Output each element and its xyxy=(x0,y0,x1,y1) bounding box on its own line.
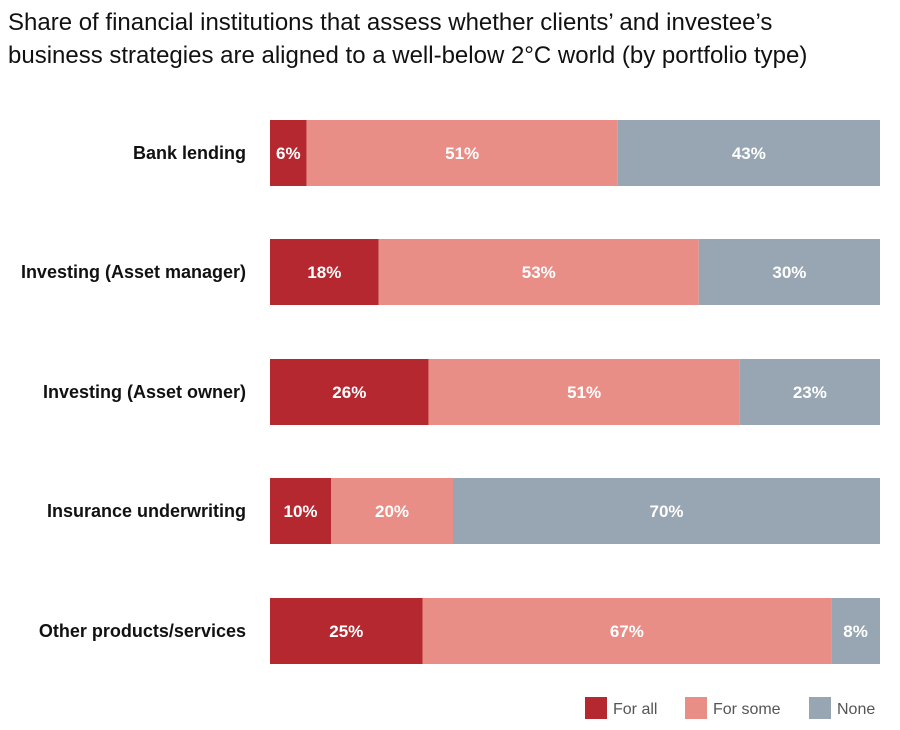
bar-other-products-services-for-some xyxy=(422,598,832,664)
data-label-other-products-services-for-some: 67% xyxy=(610,622,644,641)
bar-investing-asset-owner-for-some xyxy=(428,359,740,425)
legend-label-for-some: For some xyxy=(713,701,781,718)
bar-investing-asset-manager-for-all xyxy=(270,239,379,305)
bar-investing-asset-owner-for-all xyxy=(270,359,429,425)
data-label-investing-asset-owner-for-some: 51% xyxy=(567,383,601,402)
category-label-bank-lending: Bank lending xyxy=(133,143,246,163)
category-label-other-products-services: Other products/services xyxy=(39,621,246,641)
data-label-investing-asset-owner-none: 23% xyxy=(793,383,827,402)
data-label-insurance-underwriting-none: 70% xyxy=(649,502,683,521)
chart-title: Share of financial institutions that ass… xyxy=(8,9,808,69)
category-label-investing-asset-owner: Investing (Asset owner) xyxy=(43,382,246,402)
bar-other-products-services-none xyxy=(831,598,880,664)
data-label-bank-lending-for-all: 6% xyxy=(276,144,301,163)
category-label-insurance-underwriting: Insurance underwriting xyxy=(47,501,246,521)
bar-insurance-underwriting-none xyxy=(453,478,880,544)
bar-insurance-underwriting-for-some xyxy=(331,478,453,544)
bar-bank-lending-for-some xyxy=(306,120,618,186)
legend-swatch-for-some xyxy=(685,697,707,719)
bar-bank-lending-none xyxy=(617,120,880,186)
bar-investing-asset-manager-none xyxy=(698,239,880,305)
bar-other-products-services-for-all xyxy=(270,598,423,664)
bar-investing-asset-owner-none xyxy=(739,359,880,425)
bars-group: 6% 51% 43% 18% 53% 30% 26% 51% 23% 10% 20% 70% 25% 67… xyxy=(270,120,880,664)
data-label-investing-asset-owner-for-all: 26% xyxy=(332,383,366,402)
bar-bank-lending-for-all xyxy=(270,120,307,186)
data-label-other-products-services-none: 8% xyxy=(843,622,868,641)
legend-swatch-for-all xyxy=(585,697,607,719)
bar-investing-asset-manager-for-some xyxy=(378,239,699,305)
category-labels-group: Bank lending Investing (Asset manager) Inv… xyxy=(21,143,246,641)
data-label-insurance-underwriting-for-some: 20% xyxy=(375,502,409,521)
data-label-insurance-underwriting-for-all: 10% xyxy=(283,502,317,521)
data-label-bank-lending-for-some: 51% xyxy=(445,144,479,163)
data-label-investing-asset-manager-for-some: 53% xyxy=(522,263,556,282)
bar-insurance-underwriting-for-all xyxy=(270,478,331,544)
data-label-investing-asset-manager-none: 30% xyxy=(772,263,806,282)
legend: For all For some None xyxy=(585,697,875,719)
legend-label-for-all: For all xyxy=(613,701,657,718)
legend-swatch-none xyxy=(809,697,831,719)
data-label-bank-lending-none: 43% xyxy=(732,144,766,163)
legend-label-none: None xyxy=(837,701,875,718)
data-label-investing-asset-manager-for-all: 18% xyxy=(307,263,341,282)
category-label-investing-asset-manager: Investing (Asset manager) xyxy=(21,262,246,282)
data-label-other-products-services-for-all: 25% xyxy=(329,622,363,641)
